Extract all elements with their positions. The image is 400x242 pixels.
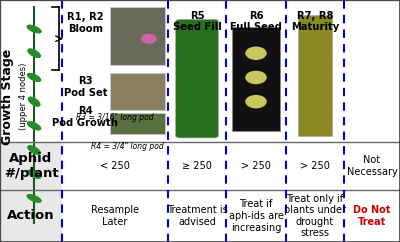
Polygon shape xyxy=(28,146,40,154)
Circle shape xyxy=(246,96,266,108)
Text: Resample
Later: Resample Later xyxy=(91,205,139,227)
Text: R3 = 3/16" long pod: R3 = 3/16" long pod xyxy=(76,113,154,121)
Text: > 250: > 250 xyxy=(241,161,271,171)
Polygon shape xyxy=(28,74,40,81)
Text: R6
Full Seed: R6 Full Seed xyxy=(230,11,282,32)
Circle shape xyxy=(142,34,156,43)
Text: Growth Stage: Growth Stage xyxy=(1,49,14,145)
Polygon shape xyxy=(27,195,41,202)
Text: Treat only if
plants under
drought
stress: Treat only if plants under drought stres… xyxy=(284,194,346,238)
Bar xyxy=(298,15,332,136)
Polygon shape xyxy=(28,122,40,130)
Text: Do Not
Treat: Do Not Treat xyxy=(353,205,391,227)
Text: Treatment is
advised: Treatment is advised xyxy=(167,205,227,227)
Polygon shape xyxy=(28,170,40,178)
Bar xyxy=(0,0,62,242)
Polygon shape xyxy=(27,195,41,202)
Text: R7, R8
Maturity: R7, R8 Maturity xyxy=(291,11,339,32)
Text: R1, R2
Bloom: R1, R2 Bloom xyxy=(67,12,104,34)
Polygon shape xyxy=(28,170,40,178)
FancyBboxPatch shape xyxy=(176,19,218,138)
Bar xyxy=(232,27,280,131)
Text: Aphid
#/plant: Aphid #/plant xyxy=(4,152,58,180)
Text: > 250: > 250 xyxy=(300,161,330,171)
Bar xyxy=(110,113,165,134)
Polygon shape xyxy=(28,74,40,81)
Polygon shape xyxy=(28,122,40,130)
Text: R5
Seed Fill: R5 Seed Fill xyxy=(173,11,221,32)
Text: Not
Necessary: Not Necessary xyxy=(347,155,397,177)
Text: R4
Pod Growth: R4 Pod Growth xyxy=(52,106,118,128)
Polygon shape xyxy=(28,49,40,57)
Polygon shape xyxy=(28,146,40,154)
Text: R4 = 3/4" long pod: R4 = 3/4" long pod xyxy=(91,142,163,151)
Text: Treat if
aph­ids are
increasing: Treat if aph­ids are increasing xyxy=(228,199,284,233)
Circle shape xyxy=(246,47,266,59)
Polygon shape xyxy=(27,25,41,33)
Polygon shape xyxy=(28,97,40,106)
Polygon shape xyxy=(28,97,40,106)
Text: Action: Action xyxy=(7,210,55,222)
Polygon shape xyxy=(28,49,40,57)
Bar xyxy=(0,142,62,190)
Bar xyxy=(110,7,165,65)
Circle shape xyxy=(246,71,266,83)
Text: R3
Pod Set: R3 Pod Set xyxy=(64,76,107,98)
Text: ≥ 250: ≥ 250 xyxy=(182,161,212,171)
Text: (upper 4 nodes): (upper 4 nodes) xyxy=(20,63,28,130)
Polygon shape xyxy=(27,25,41,33)
Bar xyxy=(110,73,165,110)
Bar xyxy=(0,190,62,242)
Bar xyxy=(62,0,400,242)
Text: < 250: < 250 xyxy=(100,161,130,171)
